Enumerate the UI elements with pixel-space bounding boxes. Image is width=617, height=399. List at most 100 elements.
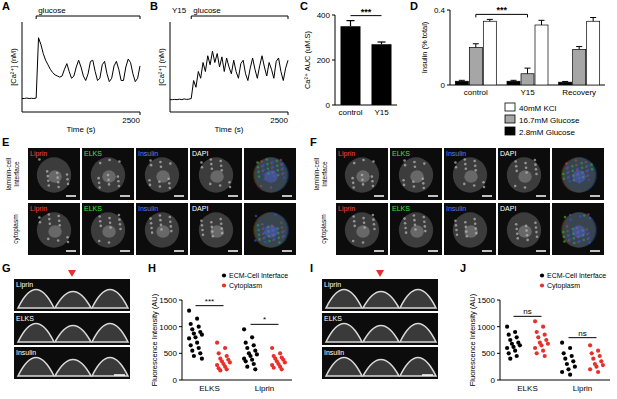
bar [455, 81, 468, 85]
point [218, 368, 222, 372]
channel-label: Insulin [446, 205, 466, 212]
x-tick [140, 112, 141, 115]
row-label-line: Interface [13, 161, 20, 187]
row-label: cytoplasm [12, 214, 20, 243]
point [560, 370, 564, 374]
speckle [473, 160, 476, 163]
speckle [352, 240, 355, 243]
point [245, 346, 249, 350]
micrograph [552, 148, 604, 200]
y-tick [497, 300, 500, 301]
cell [199, 212, 233, 247]
scale-bar [536, 250, 546, 252]
point [544, 338, 548, 342]
point [601, 363, 605, 367]
speckle [464, 221, 467, 224]
plot-area [170, 51, 288, 99]
point [270, 346, 274, 350]
micrograph [28, 148, 80, 200]
bar [469, 48, 482, 86]
error-line [541, 20, 542, 25]
scale-bar [66, 250, 76, 252]
error-cap [347, 20, 355, 21]
speckle [58, 219, 61, 222]
nucleus [410, 225, 424, 237]
speckle [57, 186, 60, 189]
y-axis-label: Ca²⁺ AUC (uM.S) [303, 30, 312, 89]
nucleus [572, 225, 586, 237]
point [505, 346, 509, 350]
scale-bar [428, 195, 438, 197]
y-tick [332, 105, 335, 106]
speckle [159, 161, 162, 164]
channel-label: ELKS [392, 150, 410, 157]
point [200, 357, 204, 361]
speckle [372, 214, 375, 217]
speckle [535, 168, 538, 171]
cell [91, 212, 125, 247]
point [535, 351, 539, 355]
channel-label: Insulin [16, 349, 36, 356]
micrograph-bg [552, 148, 604, 200]
y-tick-label: 500 [164, 349, 178, 358]
channel-label: Liprin [30, 150, 47, 158]
speckle [282, 230, 285, 233]
error-line [593, 18, 594, 22]
side-view-bg [322, 313, 438, 345]
point [215, 341, 219, 345]
channel-label: ELKS [324, 315, 342, 322]
channel-label: DAPI [192, 205, 208, 212]
speckle [372, 185, 375, 188]
speckle [271, 161, 274, 164]
scale-bar [228, 250, 238, 252]
legend-swatch [505, 115, 515, 123]
point [195, 341, 199, 345]
speckle [524, 186, 527, 189]
speckle [569, 218, 572, 221]
speckle [454, 219, 457, 222]
channel-label: Insulin [138, 205, 158, 212]
plot-area [455, 18, 599, 86]
speckle [283, 176, 286, 179]
panel-letter: E [2, 136, 9, 148]
y-axis-label: Fluorescence Intensity (AU) [150, 293, 159, 386]
speckle [47, 179, 50, 182]
micrograph [498, 203, 550, 255]
cell-profile [18, 290, 54, 309]
point [511, 345, 515, 349]
speckle [148, 179, 151, 182]
cell [563, 212, 597, 247]
point [252, 362, 256, 366]
panel-letter: B [150, 0, 158, 12]
x-tick-label: ELKS [517, 384, 537, 393]
speckle [170, 225, 173, 228]
point [536, 335, 540, 339]
point [244, 341, 248, 345]
micrograph-bg [136, 148, 188, 200]
point [244, 359, 248, 363]
speckle [568, 175, 571, 178]
point [198, 351, 202, 355]
cell-profile [18, 358, 54, 377]
micrograph-bg [390, 203, 442, 255]
legend-marker [540, 283, 544, 287]
speckle [98, 240, 101, 243]
speckle [423, 162, 426, 165]
speckle [220, 169, 223, 172]
point [588, 367, 592, 371]
legend-swatch [505, 103, 515, 111]
speckle [569, 214, 572, 217]
annotation: glucose [38, 6, 66, 15]
trace [170, 51, 288, 99]
speckle [272, 165, 275, 168]
panel-A: A[Ca²⁺] (nM)2500Time (s)glucose [2, 0, 141, 134]
nucleus [156, 225, 170, 237]
bar [372, 44, 392, 105]
cell [255, 157, 289, 192]
speckle [535, 173, 538, 176]
nucleus [518, 170, 532, 182]
speckle [455, 224, 458, 227]
point [535, 330, 539, 334]
row-label: laminin-cellInterface [313, 157, 328, 190]
cell [453, 157, 487, 192]
